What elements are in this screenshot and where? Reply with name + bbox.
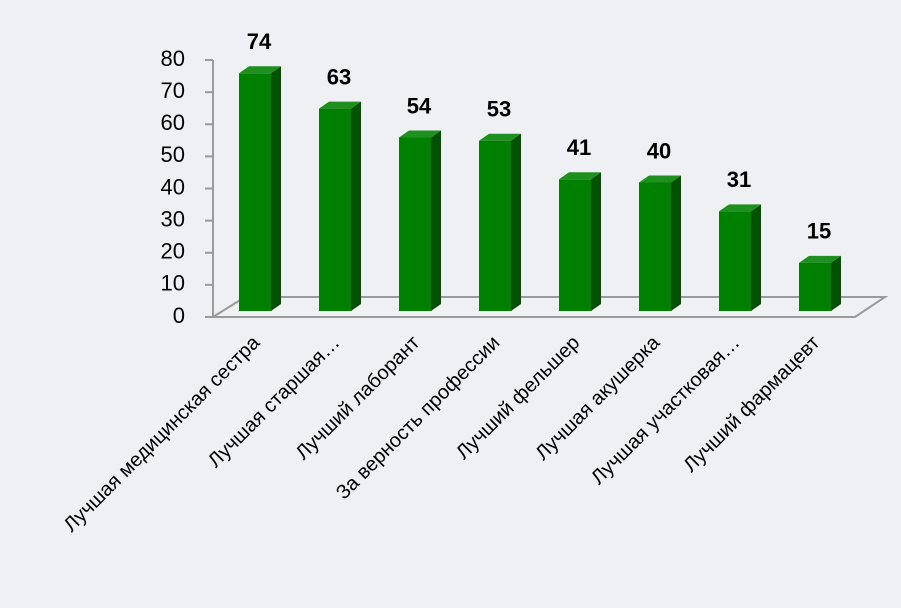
y-tick-label: 60 [161,110,185,135]
data-label: 31 [727,167,751,192]
bar-side [351,101,361,311]
bar-side [271,66,281,312]
y-tick-label: 80 [161,46,185,71]
bar-side [671,175,681,311]
bar-side [751,204,761,311]
y-tick-label: 20 [161,239,185,264]
y-tick-label: 50 [161,142,185,167]
data-label: 54 [407,93,432,118]
floor [209,296,889,318]
bar-top [719,204,761,212]
bar [239,73,271,312]
data-label: 63 [327,64,351,89]
bar-top [639,175,681,183]
data-label: 40 [647,138,671,163]
bar [799,262,831,311]
bar-top [239,66,281,74]
bar-side [431,130,441,311]
bar [479,140,511,311]
bar [399,137,431,311]
bar [719,211,751,311]
y-tick-label: 30 [161,206,185,231]
bar-top [399,130,441,138]
data-label: 74 [247,29,272,54]
bar-top [559,172,601,180]
bar-side [511,133,521,311]
data-label: 15 [807,219,831,244]
bar [319,108,351,311]
bar [639,182,671,311]
y-tick-label: 70 [161,78,185,103]
bar-top [319,101,361,109]
y-tick-label: 0 [173,303,185,328]
bar-side [831,255,841,311]
bar-side [591,172,601,311]
bar-top [479,133,521,141]
bar-top [799,255,841,263]
y-tick-label: 10 [161,271,185,296]
bar [559,179,591,311]
data-label: 41 [567,135,591,160]
y-tick-label: 40 [161,174,185,199]
data-label: 53 [487,97,511,122]
